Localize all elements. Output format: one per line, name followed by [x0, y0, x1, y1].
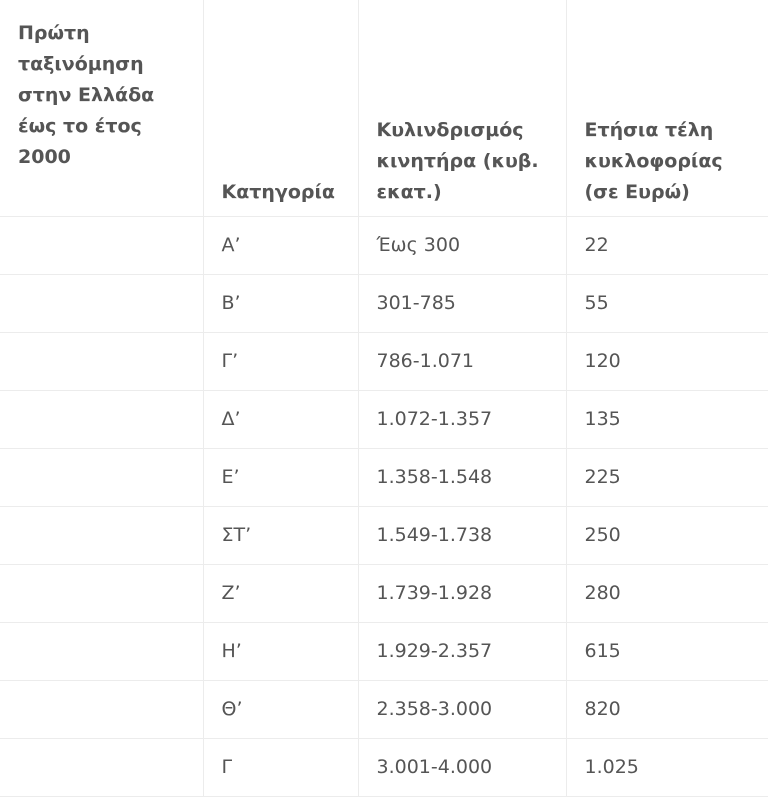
table-cell: 820 — [565, 680, 768, 739]
table-cell: 1.739-1.928 — [357, 564, 567, 623]
header-row: Πρώτη ταξινόμηση στην Ελλάδα έως το έτος… — [0, 0, 768, 217]
empty-cell — [0, 680, 204, 739]
empty-cell — [0, 622, 204, 681]
table-cell: 225 — [565, 448, 768, 507]
table-body: Α’ Έως 300 22 Β’ 301-785 55 Γ’ 786-1.071 120 Δ’ 1.… — [0, 216, 768, 797]
empty-cell — [0, 506, 204, 565]
empty-cell — [0, 448, 204, 507]
table-cell: Θ’ — [202, 680, 359, 739]
empty-cell — [0, 274, 204, 333]
table-cell: 1.358-1.548 — [357, 448, 567, 507]
table-cell: 1.025 — [565, 738, 768, 797]
table-cell: 1.549-1.738 — [357, 506, 567, 565]
table-cell: 786-1.071 — [357, 332, 567, 391]
table-cell: Γ — [202, 738, 359, 797]
table-cell: 1.072-1.357 — [357, 390, 567, 449]
table-row: Α’ Έως 300 22 — [0, 216, 768, 275]
table-cell: Γ’ — [202, 332, 359, 391]
table-cell: Ζ’ — [202, 564, 359, 623]
table-cell: 301-785 — [357, 274, 567, 333]
table-cell: Ε’ — [202, 448, 359, 507]
table-row: Ζ’ 1.739-1.928 280 — [0, 564, 768, 623]
table-row: Ε’ 1.358-1.548 225 — [0, 448, 768, 507]
table-cell: 120 — [565, 332, 768, 391]
table-row: Β’ 301-785 55 — [0, 274, 768, 333]
table-cell: 1.929-2.357 — [357, 622, 567, 681]
table-cell: 615 — [565, 622, 768, 681]
table-cell: 250 — [565, 506, 768, 565]
table-row: ΣΤ’ 1.549-1.738 250 — [0, 506, 768, 565]
table-row: Η’ 1.929-2.357 615 — [0, 622, 768, 681]
table-cell: 55 — [565, 274, 768, 333]
table-cell: 2.358-3.000 — [357, 680, 567, 739]
empty-cell — [0, 738, 204, 797]
empty-cell — [0, 216, 204, 275]
header-cell: Κυλινδρισμός κινητήρα (κυβ. εκατ.) — [357, 0, 567, 217]
empty-cell — [0, 390, 204, 449]
header-cell: Ετήσια τέλη κυκλοφορίας (σε Ευρώ) — [565, 0, 768, 217]
table-row: Γ 3.001-4.000 1.025 — [0, 738, 768, 797]
table-cell: ΣΤ’ — [202, 506, 359, 565]
table-cell: Έως 300 — [357, 216, 567, 275]
table-cell: 3.001-4.000 — [357, 738, 567, 797]
table-row: Θ’ 2.358-3.000 820 — [0, 680, 768, 739]
header-cell: Κατηγορία — [202, 0, 359, 217]
table-cell: 22 — [565, 216, 768, 275]
table-row: Γ’ 786-1.071 120 — [0, 332, 768, 391]
table-cell: 280 — [565, 564, 768, 623]
table-cell: Β’ — [202, 274, 359, 333]
empty-cell — [0, 332, 204, 391]
table-cell: Α’ — [202, 216, 359, 275]
table-cell: 135 — [565, 390, 768, 449]
table-cell: Η’ — [202, 622, 359, 681]
table-cell: Δ’ — [202, 390, 359, 449]
table-row: Δ’ 1.072-1.357 135 — [0, 390, 768, 449]
header-cell: Πρώτη ταξινόμηση στην Ελλάδα έως το έτος… — [0, 0, 204, 217]
empty-cell — [0, 564, 204, 623]
